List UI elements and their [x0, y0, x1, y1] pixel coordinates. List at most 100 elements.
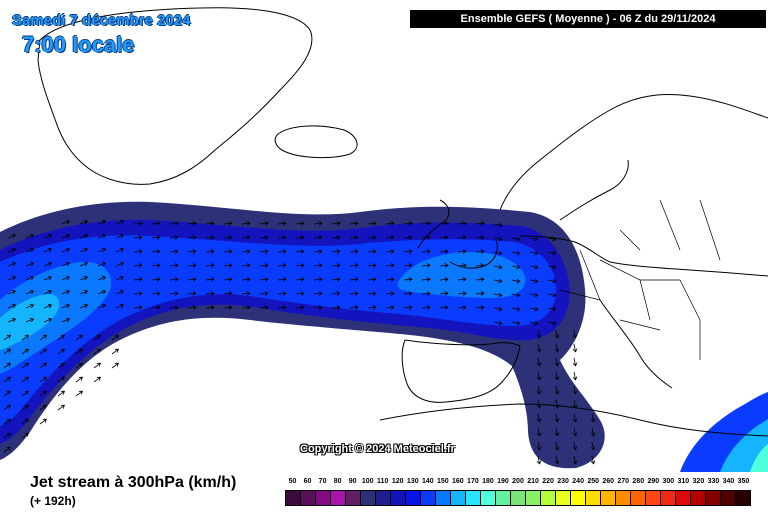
- wind-arrow: [7, 317, 17, 323]
- wind-arrow: [295, 249, 305, 254]
- legend-footer: Jet stream à 300hPa (km/h) (+ 192h) 50 60…: [0, 472, 768, 512]
- wind-arrow: [3, 362, 11, 369]
- legend-label: 340: [722, 478, 735, 485]
- wind-arrow: [115, 275, 125, 281]
- wind-arrow: [331, 263, 341, 268]
- wind-arrow: [403, 305, 413, 310]
- wind-arrow: [295, 263, 305, 268]
- map-canvas: [0, 7, 768, 472]
- wind-arrow: [547, 264, 557, 270]
- jet-band-se-190: [750, 444, 768, 472]
- legend-labels: 50 60 70 80 90 100 110 120 130 140 150 160 170 180 190…: [280, 478, 756, 488]
- jet-stream-map: Samedi 7 décembre 2024 7:00 locale Ensem…: [0, 7, 768, 472]
- wind-arrow: [493, 264, 503, 270]
- wind-arrow: [43, 275, 53, 281]
- wind-arrow: [43, 233, 53, 239]
- wind-arrow: [39, 404, 47, 411]
- wind-arrow: [403, 221, 413, 226]
- legend-label: 300: [662, 478, 675, 485]
- wind-arrow: [511, 236, 521, 242]
- wind-arrow: [259, 249, 269, 254]
- wind-arrow: [590, 441, 596, 451]
- wind-arrow: [421, 263, 431, 268]
- legend-swatch: [361, 491, 376, 505]
- wind-arrow: [205, 235, 215, 240]
- wind-arrow: [151, 235, 161, 240]
- wind-arrow: [79, 289, 89, 295]
- legend-label: 150: [436, 478, 449, 485]
- wind-arrow: [439, 277, 449, 282]
- legend-label: 250: [587, 478, 599, 485]
- wind-arrow: [57, 362, 65, 369]
- wind-arrow: [457, 305, 467, 310]
- wind-arrow: [493, 306, 503, 312]
- wind-arrow: [93, 334, 101, 341]
- wind-arrow: [331, 305, 341, 310]
- legend-swatch: [301, 491, 316, 505]
- wind-arrow: [554, 357, 560, 367]
- wind-arrow: [115, 261, 125, 267]
- wind-arrow: [169, 235, 179, 240]
- legend-label: 170: [467, 478, 479, 485]
- legend-swatch: [541, 491, 556, 505]
- legend-swatch: [346, 491, 361, 505]
- wind-arrow: [259, 305, 269, 310]
- wind-arrow: [111, 362, 119, 369]
- wind-arrow: [75, 376, 83, 383]
- wind-arrow: [79, 247, 89, 253]
- wind-arrow: [151, 249, 161, 254]
- wind-arrow: [7, 247, 17, 253]
- legend-label: 200: [512, 478, 524, 485]
- wind-arrow: [61, 261, 71, 267]
- wind-arrow: [169, 305, 179, 310]
- legend-swatch: [631, 491, 646, 505]
- legend-label: 230: [557, 478, 569, 485]
- jet-core-west: [0, 261, 112, 374]
- wind-arrow: [61, 303, 71, 309]
- wind-arrow: [277, 249, 287, 254]
- wind-arrow: [115, 303, 125, 309]
- wind-arrow: [493, 292, 503, 298]
- wind-arrow: [572, 329, 578, 339]
- legend-swatch: [676, 491, 691, 505]
- wind-arrow: [457, 221, 467, 226]
- wind-arrow: [403, 249, 413, 254]
- wind-arrow: [187, 263, 197, 268]
- wind-arrow: [572, 441, 578, 451]
- wind-arrow: [457, 263, 467, 268]
- wind-arrow: [421, 235, 431, 240]
- wind-arrow: [75, 390, 83, 397]
- wind-arrow: [223, 305, 233, 310]
- wind-arrow: [133, 291, 143, 296]
- wind-arrow: [421, 221, 431, 226]
- wind-arrow: [7, 233, 17, 239]
- wind-arrow: [385, 221, 395, 226]
- europe-borders: [559, 199, 721, 360]
- wind-arrow: [295, 291, 305, 296]
- wind-arrow: [57, 376, 65, 383]
- wind-arrow: [277, 305, 287, 310]
- wind-arrow: [295, 235, 305, 240]
- wind-arrow: [61, 317, 71, 323]
- wind-arrow: [367, 249, 377, 254]
- legend-swatch: [331, 491, 346, 505]
- wind-arrow: [295, 277, 305, 282]
- wind-arrow: [421, 305, 431, 310]
- wind-arrow: [439, 291, 449, 296]
- legend-label: 260: [602, 478, 615, 485]
- wind-arrow: [223, 249, 233, 254]
- legend-label: 320: [692, 478, 705, 485]
- wind-arrow: [536, 385, 542, 395]
- wind-arrow: [547, 292, 557, 298]
- wind-arrow: [367, 235, 377, 240]
- wind-arrow: [475, 263, 485, 268]
- wind-arrow: [241, 249, 251, 254]
- wind-arrow: [349, 305, 359, 310]
- wind-arrow: [57, 390, 65, 397]
- wind-arrow: [554, 385, 560, 395]
- wind-arrow: [536, 427, 542, 437]
- wind-arrow: [223, 263, 233, 268]
- wind-arrow: [421, 291, 431, 296]
- wind-arrow: [79, 261, 89, 267]
- wind-arrow: [572, 455, 578, 465]
